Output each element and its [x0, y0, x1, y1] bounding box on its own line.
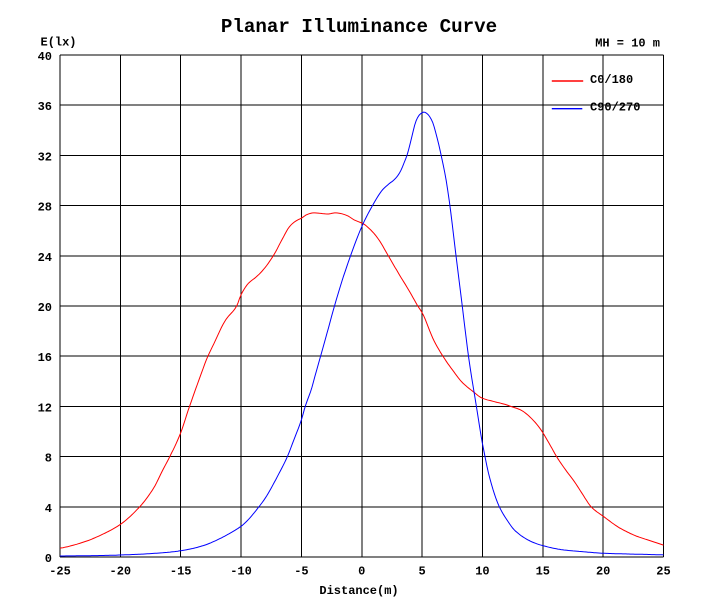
svg-text:25: 25	[656, 565, 670, 579]
svg-text:10: 10	[475, 565, 489, 579]
svg-text:C0/180: C0/180	[590, 73, 633, 87]
svg-text:40: 40	[38, 50, 52, 64]
svg-text:8: 8	[45, 452, 52, 466]
svg-text:12: 12	[38, 401, 52, 415]
svg-text:E(lx): E(lx)	[41, 36, 77, 50]
svg-text:4: 4	[45, 502, 52, 516]
svg-text:Distance(m): Distance(m)	[319, 584, 398, 598]
svg-text:20: 20	[38, 301, 52, 315]
svg-text:-20: -20	[110, 565, 132, 579]
svg-text:36: 36	[38, 100, 52, 114]
svg-text:20: 20	[596, 565, 610, 579]
svg-text:-5: -5	[294, 565, 308, 579]
svg-text:MH = 10 m: MH = 10 m	[595, 36, 660, 50]
svg-text:28: 28	[38, 201, 52, 215]
svg-text:16: 16	[38, 351, 52, 365]
svg-text:15: 15	[536, 565, 550, 579]
svg-text:5: 5	[418, 565, 425, 579]
svg-text:-25: -25	[49, 565, 71, 579]
svg-text:-15: -15	[170, 565, 192, 579]
svg-text:-10: -10	[230, 565, 252, 579]
svg-text:24: 24	[38, 251, 52, 265]
svg-text:C90/270: C90/270	[590, 101, 640, 115]
svg-text:Planar Illuminance Curve: Planar Illuminance Curve	[221, 16, 497, 38]
svg-text:0: 0	[358, 565, 365, 579]
svg-text:32: 32	[38, 150, 52, 164]
svg-text:0: 0	[45, 552, 52, 566]
